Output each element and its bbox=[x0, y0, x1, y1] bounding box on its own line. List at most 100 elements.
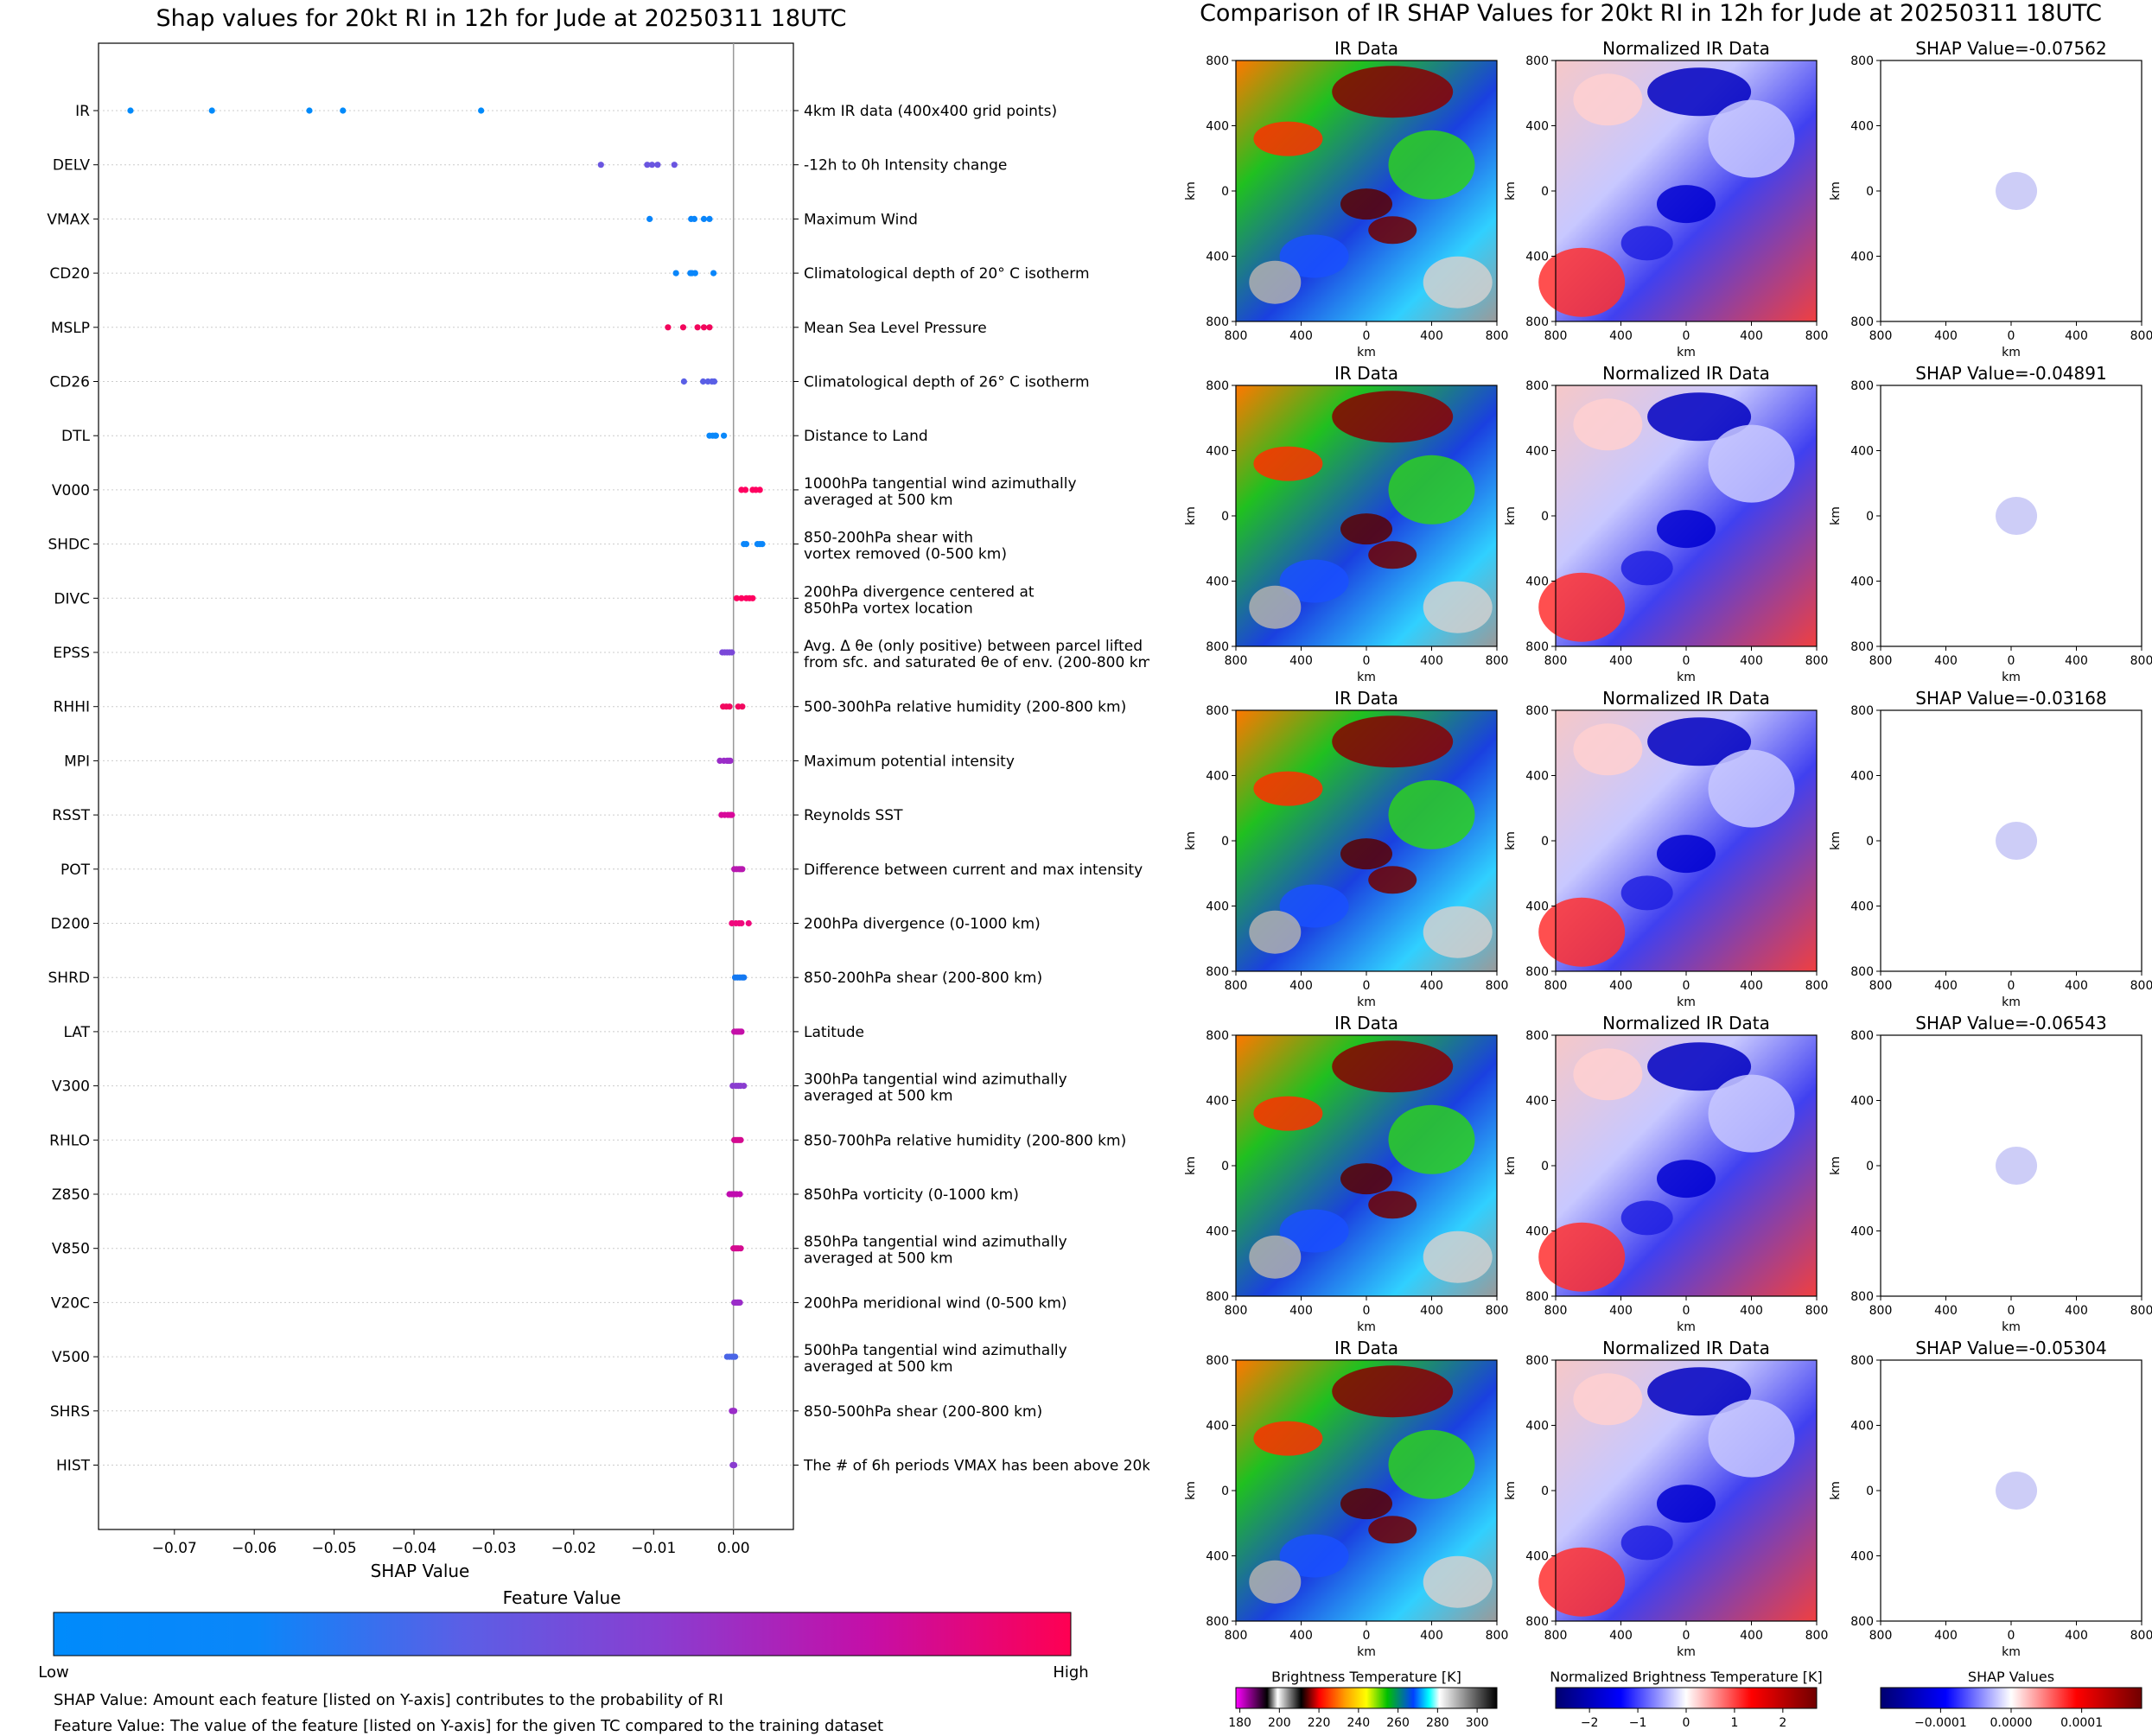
y-tick-label: 0 bbox=[1541, 510, 1549, 524]
shap-point bbox=[736, 1191, 743, 1198]
x-tick-label: 400 bbox=[2065, 1629, 2088, 1643]
y-tick-label: 400 bbox=[1206, 120, 1229, 134]
feature-name-label: RHHI bbox=[54, 699, 90, 716]
x-tick-label: 800 bbox=[2130, 654, 2152, 668]
ir-cloud-feature bbox=[1279, 884, 1349, 928]
x-tick-label: 800 bbox=[1486, 979, 1509, 993]
ir-cloud-feature bbox=[1253, 121, 1323, 156]
y-tick-label: 800 bbox=[1206, 1615, 1229, 1629]
normalized-cloud-feature bbox=[1657, 1160, 1716, 1199]
y-tick-label: 800 bbox=[1525, 640, 1549, 654]
ir-cloud-feature bbox=[1368, 1516, 1417, 1544]
normalized-cloud-feature bbox=[1538, 1222, 1626, 1292]
x-tick-label: 800 bbox=[1869, 1304, 1893, 1318]
y-axis-label: km bbox=[1829, 506, 1843, 525]
x-tick-label: 400 bbox=[1934, 1304, 1958, 1318]
feature-description-label: Maximum potential intensity bbox=[804, 753, 1015, 770]
x-tick-label: 800 bbox=[1225, 1304, 1248, 1318]
y-tick-label: 800 bbox=[1850, 1615, 1874, 1629]
ir-cloud-feature bbox=[1388, 1104, 1475, 1174]
shap-summary-chart: IR 4km IR data (400x400 grid points) DELV -… bbox=[38, 42, 1149, 1682]
y-tick-label: 400 bbox=[1850, 770, 1874, 784]
x-tick-label: 400 bbox=[1609, 979, 1633, 993]
footnote-feature: Feature Value: The value of the feature … bbox=[54, 1717, 884, 1735]
x-tick-label: 400 bbox=[1609, 329, 1633, 343]
x-tick-label: 800 bbox=[1805, 329, 1829, 343]
y-tick-label: 0 bbox=[1221, 185, 1229, 199]
y-tick-label: 0 bbox=[1221, 1485, 1229, 1498]
shap-point bbox=[745, 919, 752, 927]
feature-description-label: Maximum Wind bbox=[804, 211, 918, 228]
x-axis-label: km bbox=[2002, 1320, 2021, 1334]
normalized-cloud-feature bbox=[1647, 1367, 1752, 1416]
ir-panel-title: IR Data bbox=[1334, 38, 1398, 59]
shap-panel-title: SHAP Value=-0.06543 bbox=[1915, 1013, 2106, 1033]
colorbar-tick-label: 2 bbox=[1779, 1716, 1786, 1730]
y-tick-label: 800 bbox=[1525, 54, 1549, 68]
shap-point bbox=[706, 324, 713, 331]
x-axis-label: km bbox=[2002, 1645, 2021, 1659]
feature-name-label: RHLO bbox=[49, 1132, 90, 1149]
y-axis-label: km bbox=[1829, 181, 1843, 200]
feature-description-label: 300hPa tangential wind azimuthally bbox=[804, 1071, 1067, 1089]
ir-cloud-feature bbox=[1253, 446, 1323, 481]
y-tick-label: 400 bbox=[1525, 445, 1549, 459]
x-tick-label: 800 bbox=[1869, 654, 1893, 668]
shap-point bbox=[710, 270, 717, 277]
y-tick-label: 800 bbox=[1206, 315, 1229, 329]
colorbar-tick-label: 240 bbox=[1347, 1716, 1370, 1730]
ir-cloud-feature bbox=[1279, 559, 1349, 603]
shap-point bbox=[700, 324, 708, 331]
ir-cloud-feature bbox=[1249, 1235, 1302, 1279]
shap-point bbox=[741, 974, 748, 981]
x-tick-label: 0 bbox=[2008, 654, 2015, 668]
x-tick-label: 800 bbox=[1805, 654, 1829, 668]
x-tick-label: 400 bbox=[1420, 1304, 1443, 1318]
feature-name-label: EPSS bbox=[53, 645, 90, 662]
shap-point bbox=[759, 541, 766, 548]
y-tick-label: 800 bbox=[1525, 1029, 1549, 1043]
ir-cloud-feature bbox=[1279, 234, 1349, 278]
colorbar-tick-label: 0.0001 bbox=[2060, 1716, 2103, 1730]
x-tick-label: 400 bbox=[1289, 1629, 1313, 1643]
normalized-cloud-feature bbox=[1573, 1373, 1643, 1426]
ir-cloud-feature bbox=[1249, 260, 1302, 304]
x-tick-label: 800 bbox=[2130, 979, 2152, 993]
feature-description-label: 850hPa vorticity (0-1000 km) bbox=[804, 1186, 1019, 1204]
y-tick-label: 0 bbox=[1221, 510, 1229, 524]
y-tick-label: 400 bbox=[1206, 251, 1229, 264]
shap-point bbox=[729, 811, 735, 818]
shap-center-blob bbox=[1996, 1472, 2038, 1510]
colorbar-tick-label: 180 bbox=[1228, 1716, 1251, 1730]
x-tick-label: 800 bbox=[1486, 654, 1509, 668]
feature-name-label: SHDC bbox=[48, 537, 90, 554]
x-tick-label: 800 bbox=[1225, 329, 1248, 343]
normalized-cloud-feature bbox=[1620, 226, 1673, 261]
x-tick-label: 400 bbox=[1289, 329, 1313, 343]
y-tick-label: 400 bbox=[1850, 1420, 1874, 1434]
y-tick-label: 0 bbox=[1866, 185, 1874, 199]
shap-point bbox=[706, 215, 713, 222]
shap-center-blob bbox=[1996, 172, 2038, 210]
y-tick-label: 400 bbox=[1525, 120, 1549, 134]
y-tick-label: 400 bbox=[1850, 445, 1874, 459]
x-tick-label: 0 bbox=[1683, 1629, 1690, 1643]
normalized-cloud-feature bbox=[1538, 1547, 1626, 1617]
normalized-cloud-feature bbox=[1620, 1525, 1673, 1561]
y-tick-label: 400 bbox=[1525, 1550, 1549, 1564]
ir-cloud-feature bbox=[1332, 1040, 1454, 1093]
y-axis-label: km bbox=[1829, 831, 1843, 850]
y-tick-label: 800 bbox=[1206, 640, 1229, 654]
y-tick-label: 400 bbox=[1206, 575, 1229, 589]
y-tick-label: 800 bbox=[1206, 704, 1229, 718]
ir-cloud-feature bbox=[1423, 1230, 1493, 1283]
shap-point bbox=[340, 107, 347, 114]
feature-name-label: DTL bbox=[61, 428, 90, 445]
y-axis-label: km bbox=[1184, 1156, 1198, 1175]
colorbar-tick-label: 1 bbox=[1730, 1716, 1738, 1730]
ir-cloud-feature bbox=[1332, 66, 1454, 118]
ir-cloud-feature bbox=[1249, 910, 1302, 954]
right-chart-title: Comparison of IR SHAP Values for 20kt RI… bbox=[1200, 0, 2102, 27]
feature-description-label: Distance to Land bbox=[804, 428, 928, 445]
shap-point bbox=[648, 162, 656, 169]
